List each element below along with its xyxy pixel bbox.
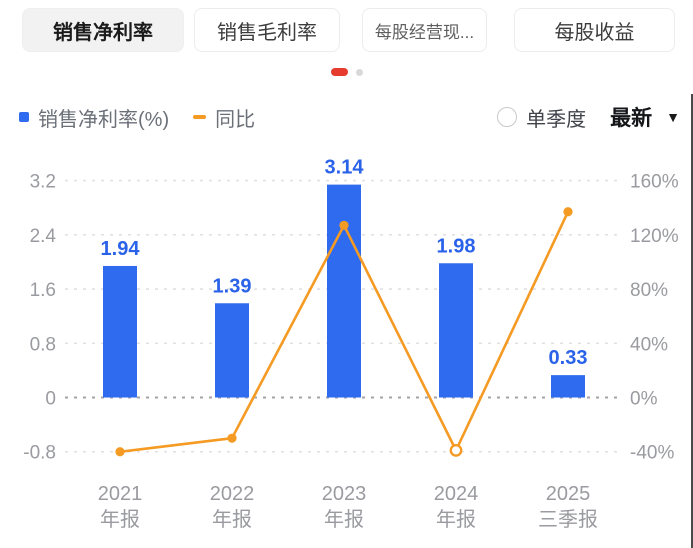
svg-text:120%: 120% (630, 226, 679, 247)
svg-text:2022: 2022 (210, 483, 255, 505)
tab-net-profit-margin[interactable]: 销售净利率 (22, 8, 184, 52)
tab-earnings-per-share[interactable]: 每股收益 (514, 8, 675, 52)
svg-text:80%: 80% (630, 280, 668, 301)
indicator-tabs: 销售净利率 销售毛利率 每股经营现... 每股收益 (22, 8, 675, 52)
tabs-carousel-dots (0, 66, 693, 78)
svg-text:-0.8: -0.8 (23, 443, 56, 464)
svg-text:3.2: 3.2 (30, 172, 56, 193)
svg-text:0%: 0% (630, 389, 658, 410)
bar-series-swatch-icon (19, 112, 29, 122)
svg-text:年报: 年报 (324, 508, 364, 531)
line-series-swatch-icon (193, 115, 207, 119)
svg-text:1.39: 1.39 (213, 275, 252, 297)
svg-text:1.98: 1.98 (437, 235, 476, 257)
svg-text:年报: 年报 (436, 508, 476, 531)
carousel-dot-active[interactable] (330, 68, 348, 76)
svg-text:1.94: 1.94 (101, 238, 141, 260)
bar-series-label: 销售净利率(%) (38, 108, 170, 131)
chart-canvas: 3.2 160% 2.4 120% 1.6 80% 0.8 40% 0 0% -0.8 -40% 1.9… (23, 157, 679, 531)
legend-item-bar-series[interactable]: 销售净利率(%) (19, 103, 169, 132)
svg-text:160%: 160% (630, 172, 679, 193)
tab-operating-cash-per-share[interactable]: 每股经营现... (362, 8, 487, 52)
report-period-dropdown[interactable]: 最新 ▼ (610, 102, 680, 132)
svg-text:2.4: 2.4 (30, 226, 57, 247)
single-quarter-radio[interactable] (497, 107, 518, 127)
combo-chart: 3.2 160% 2.4 120% 1.6 80% 0.8 40% 0 0% -0.8 -40% 1.9… (0, 148, 693, 548)
legend-row: 销售净利率(%) 同比 单季度 最新 ▼ (19, 103, 680, 131)
carousel-dot[interactable] (355, 68, 363, 76)
svg-text:0.8: 0.8 (30, 334, 56, 355)
screen-edge-line (691, 94, 693, 548)
single-quarter-label[interactable]: 单季度 (526, 108, 587, 131)
tab-gross-profit-margin[interactable]: 销售毛利率 (194, 8, 340, 52)
chevron-down-icon: ▼ (666, 109, 680, 125)
svg-text:0: 0 (45, 389, 56, 410)
chart-controls: 单季度 最新 ▼ (497, 102, 680, 132)
svg-text:年报: 年报 (212, 508, 252, 531)
svg-text:1.6: 1.6 (30, 280, 56, 301)
svg-text:3.14: 3.14 (325, 157, 365, 179)
dropdown-selected-value: 最新 (610, 107, 653, 130)
svg-text:2025: 2025 (546, 483, 591, 505)
legend-item-line-series[interactable]: 同比 (193, 103, 255, 132)
line-series-label: 同比 (215, 108, 256, 131)
svg-text:-40%: -40% (630, 443, 674, 464)
svg-text:三季报: 三季报 (538, 508, 598, 531)
svg-text:2024: 2024 (434, 483, 479, 505)
svg-text:年报: 年报 (100, 508, 140, 531)
svg-text:0.33: 0.33 (549, 347, 588, 369)
svg-text:40%: 40% (630, 334, 668, 355)
svg-text:2021: 2021 (98, 483, 143, 505)
svg-text:2023: 2023 (322, 483, 367, 505)
